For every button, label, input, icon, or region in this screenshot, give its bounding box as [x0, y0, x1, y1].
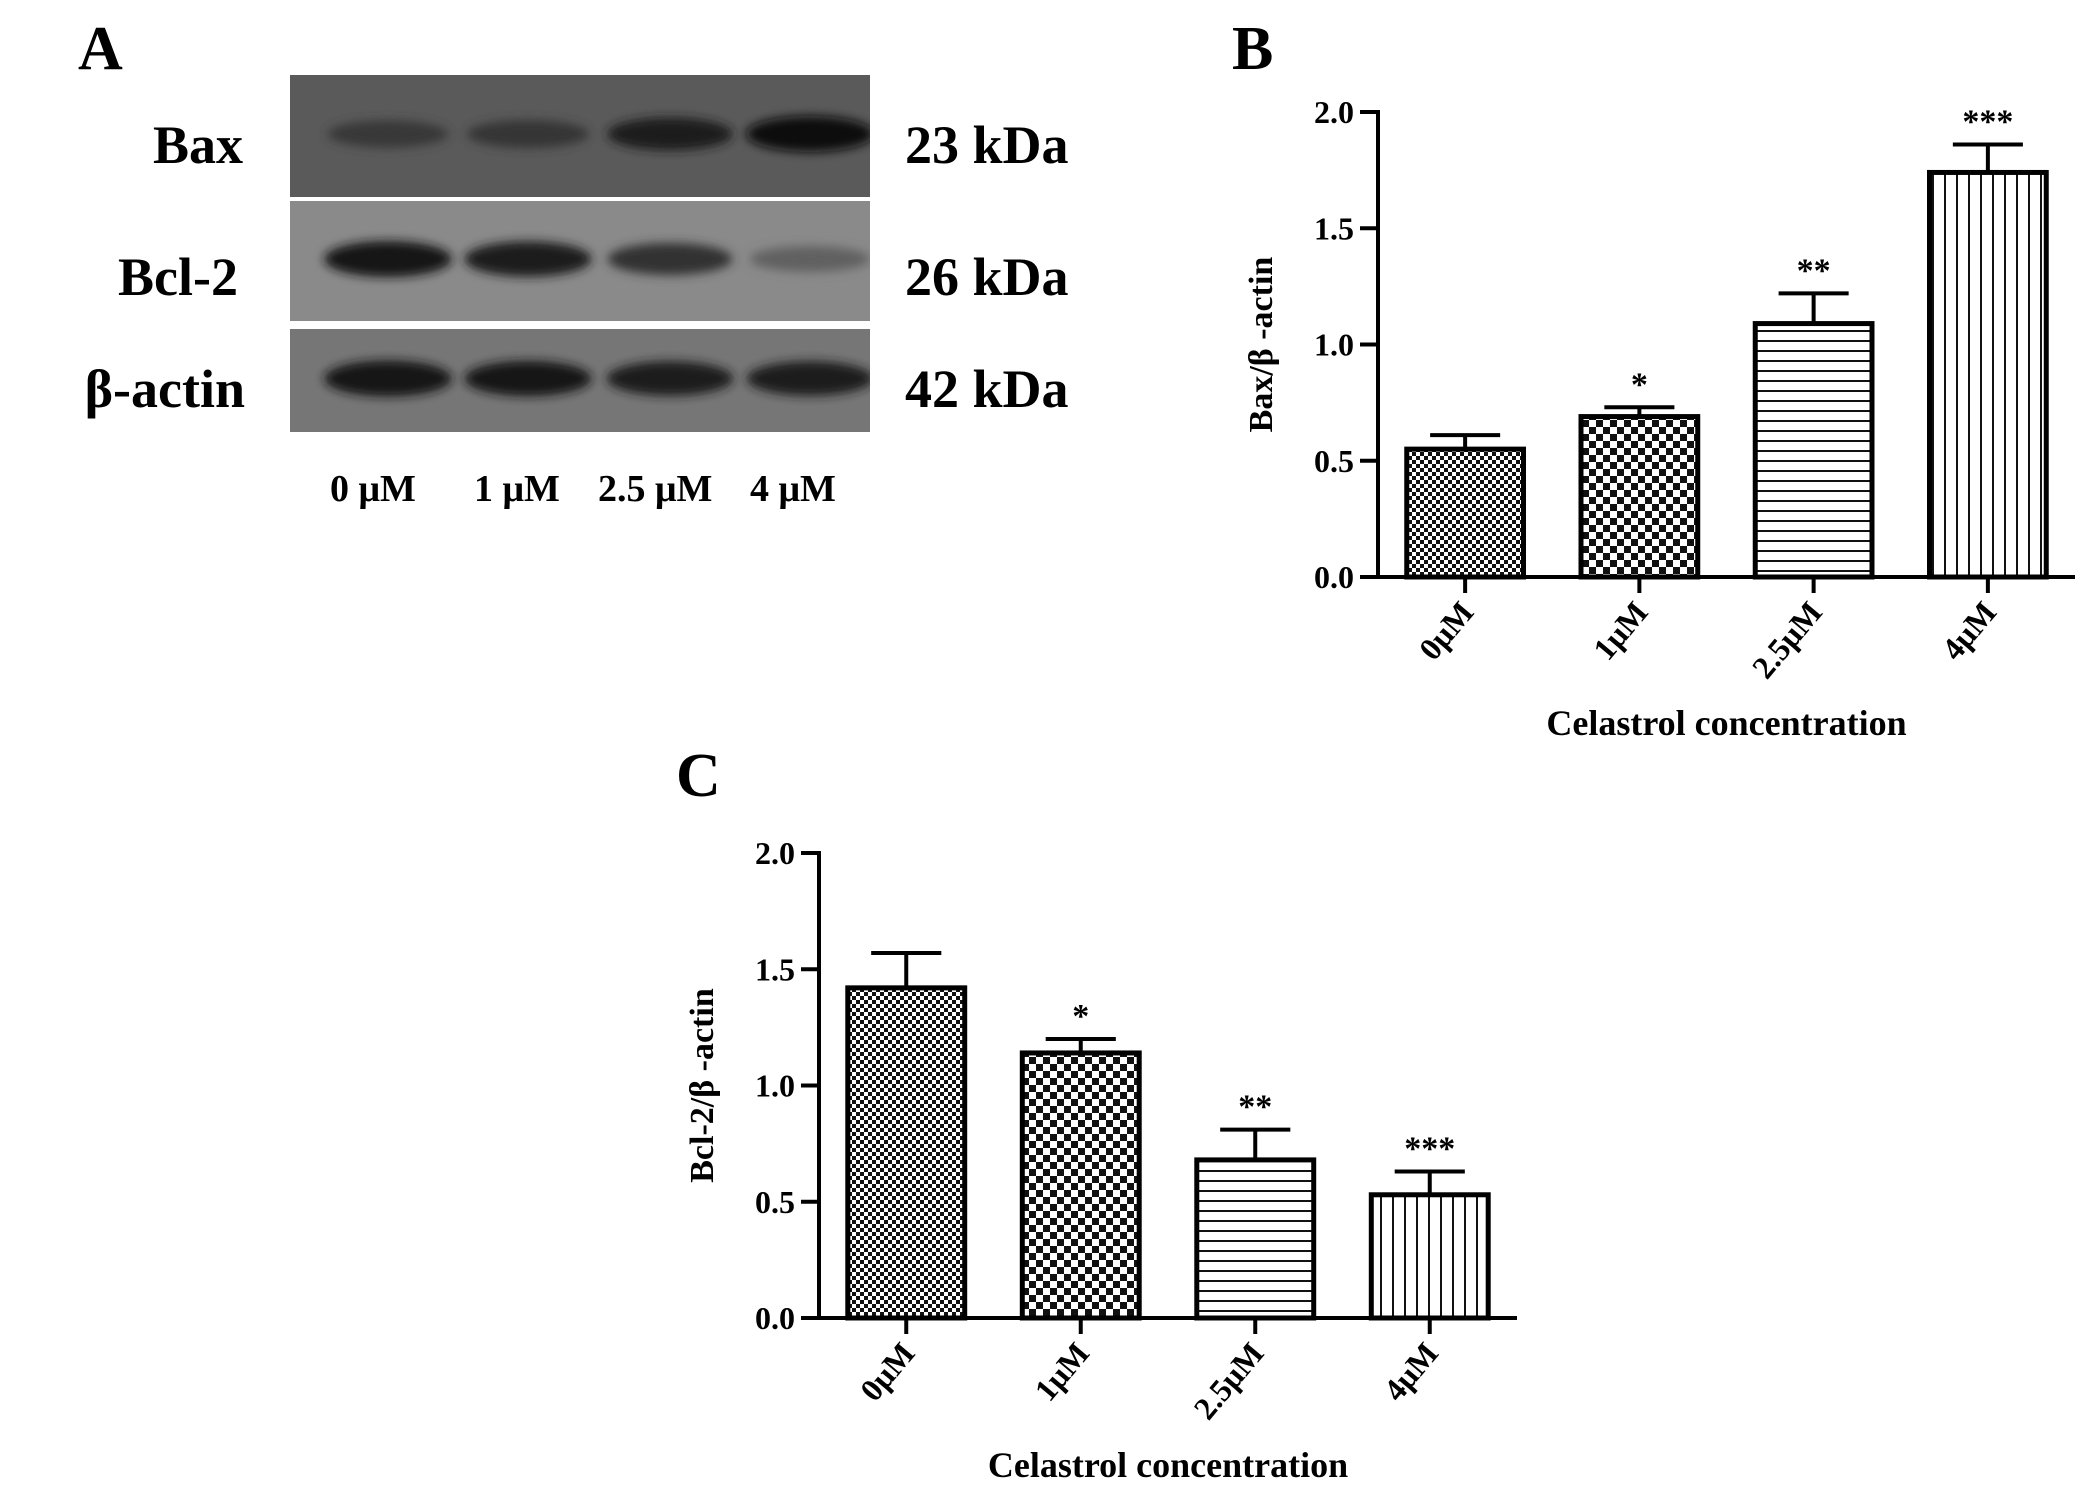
bar	[1404, 446, 1526, 580]
lane-label-2: 2.5 μM	[598, 468, 713, 510]
blot-band	[607, 243, 733, 275]
blot-strip-bcl2	[290, 201, 870, 321]
kda-label-bcl2: 26 kDa	[905, 247, 1069, 307]
bar	[1752, 321, 1875, 580]
y-tick-label: 1.0	[755, 1068, 795, 1104]
blot-band	[749, 246, 870, 272]
blot-strip-bax	[290, 75, 870, 197]
blot-band	[746, 361, 870, 396]
blot-band	[606, 361, 734, 396]
y-tick-label: 0.0	[1314, 559, 1354, 595]
bar	[1194, 1157, 1317, 1321]
x-tick-label: 1μM	[1027, 1335, 1096, 1407]
panel-a-letter: A	[78, 15, 123, 83]
blot-label-bcl2: Bcl-2	[118, 247, 238, 307]
blot-band	[607, 117, 733, 151]
significance-marker: *	[1072, 998, 1089, 1035]
significance-marker: **	[1238, 1089, 1272, 1126]
y-axis-label: Bax/β -actin	[1243, 257, 1280, 433]
lane-label-1: 1 μM	[474, 468, 560, 510]
kda-label-bax: 23 kDa	[905, 115, 1069, 175]
blot-band	[327, 120, 449, 148]
panel-c-letter: C	[676, 742, 721, 810]
blot-band	[464, 241, 592, 277]
blot-band	[746, 116, 870, 152]
y-tick-label: 0.0	[755, 1300, 795, 1336]
y-tick-label: 2.0	[1314, 94, 1354, 130]
x-tick-label: 0μM	[853, 1335, 922, 1407]
y-tick-label: 1.5	[1314, 210, 1354, 246]
significance-marker: ***	[1404, 1131, 1455, 1168]
y-tick-label: 0.5	[1314, 443, 1354, 479]
lane-label-0: 0 μM	[330, 468, 416, 510]
y-tick-label: 1.0	[1314, 327, 1354, 363]
significance-marker: **	[1797, 252, 1831, 289]
x-axis-label: Celastrol concentration	[1546, 703, 1906, 743]
x-tick-label: 4μM	[1376, 1335, 1445, 1407]
y-tick-label: 1.5	[755, 951, 795, 987]
blot-label-beta-actin: β-actin	[84, 359, 245, 419]
blot-band	[324, 241, 452, 277]
x-tick-label: 2.5μM	[1186, 1335, 1270, 1426]
kda-label-beta-actin: 42 kDa	[905, 359, 1069, 419]
bar	[845, 985, 968, 1321]
x-axis-label: Celastrol concentration	[988, 1445, 1348, 1485]
significance-marker: ***	[1962, 104, 2013, 141]
blot-band	[467, 120, 589, 148]
bar	[1368, 1192, 1491, 1321]
panel-b-letter: B	[1232, 15, 1274, 83]
lane-label-3: 4 μM	[750, 468, 836, 510]
significance-marker: *	[1631, 366, 1648, 403]
blot-band	[324, 360, 452, 397]
bar	[1927, 169, 2049, 580]
y-tick-label: 0.5	[755, 1184, 795, 1220]
y-axis-label: Bcl-2/β -actin	[684, 988, 721, 1183]
y-tick-label: 2.0	[755, 835, 795, 871]
blot-label-bax: Bax	[152, 115, 243, 175]
blot-strip-beta-actin	[290, 329, 870, 432]
bar	[1019, 1050, 1142, 1321]
blot-band	[464, 360, 592, 397]
